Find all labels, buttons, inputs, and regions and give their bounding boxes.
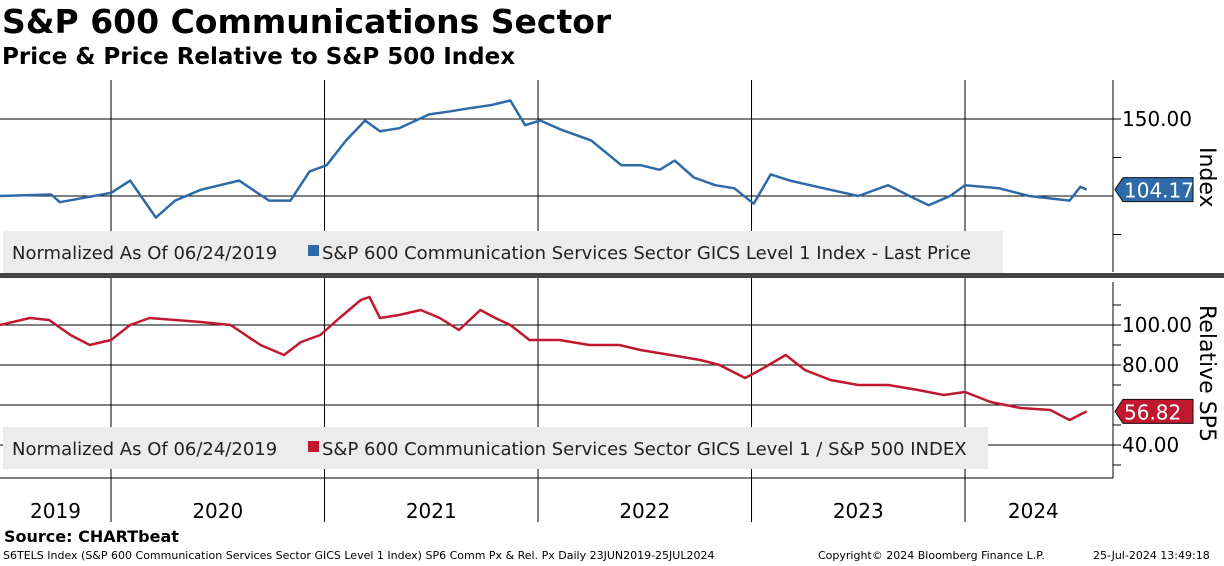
x-tick-label: 2020 — [192, 499, 243, 523]
source-label: Source: CHARTbeat — [4, 527, 179, 546]
y-axis-title: Relative SP5 — [1194, 305, 1219, 442]
footer-description: S6TELS Index (S&P 600 Communication Serv… — [3, 549, 715, 562]
legend-swatch — [308, 245, 319, 256]
legend-box — [3, 427, 988, 469]
legend-label: S&P 600 Communication Services Sector GI… — [322, 243, 971, 264]
x-tick-label: 2019 — [30, 499, 81, 523]
series-line-price — [0, 99, 1088, 219]
footer-copyright: Copyright© 2024 Bloomberg Finance L.P. — [818, 549, 1045, 562]
y-axis-title: Index — [1194, 147, 1219, 208]
panel-divider — [0, 273, 1224, 278]
y-tick-label: 40.00 — [1122, 433, 1179, 457]
series-line-relative — [0, 295, 1088, 422]
footer-timestamp: 25-Jul-2024 13:49:18 — [1093, 549, 1210, 562]
x-tick-label: 2021 — [406, 499, 457, 523]
legend-prefix: Normalized As Of 06/24/2019 — [12, 439, 277, 460]
last-value-tag — [1114, 398, 1194, 424]
chart-title: S&P 600 Communications Sector — [2, 2, 612, 41]
legend-label: S&P 600 Communication Services Sector GI… — [322, 439, 967, 460]
last-value-label: 104.17 — [1124, 179, 1194, 203]
y-tick-label: 80.00 — [1122, 353, 1179, 377]
y-tick-label: 100.00 — [1122, 313, 1192, 337]
last-value-label: 56.82 — [1124, 400, 1181, 424]
x-tick-label: 2023 — [833, 499, 884, 523]
x-tick-label: 2024 — [1008, 499, 1059, 523]
legend-swatch — [308, 441, 319, 452]
x-tick-label: 2022 — [619, 499, 670, 523]
legend-prefix: Normalized As Of 06/24/2019 — [12, 243, 277, 264]
last-value-tag — [1114, 177, 1194, 203]
chart-subtitle: Price & Price Relative to S&P 500 Index — [2, 44, 516, 70]
y-tick-label: 150.00 — [1122, 107, 1192, 131]
legend-box — [3, 231, 1003, 273]
